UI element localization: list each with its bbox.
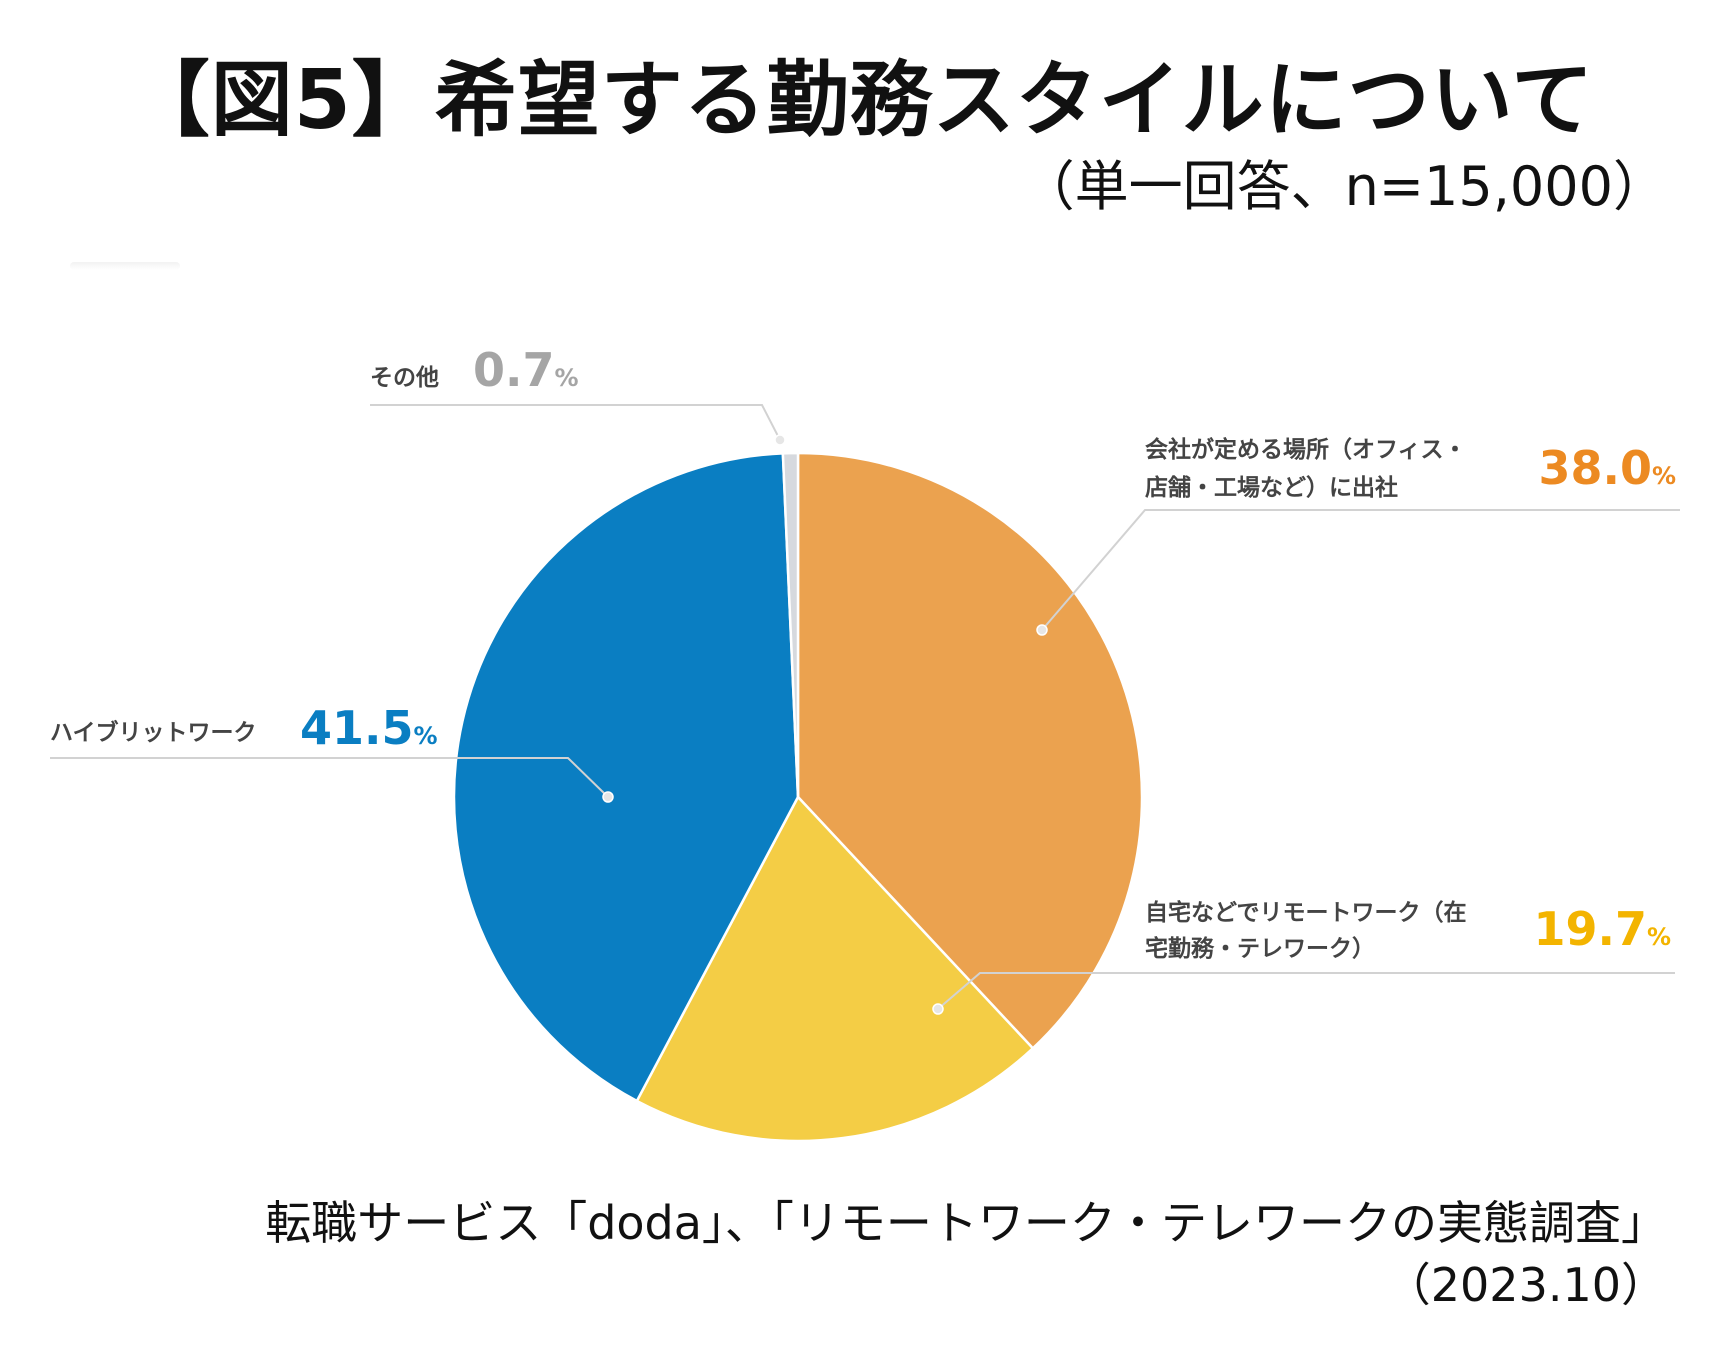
- label-remote-line1: 自宅などでリモートワーク（在: [1145, 899, 1467, 926]
- pie-slice-hybrid: [452, 452, 800, 1103]
- leader-line-other: [370, 404, 781, 441]
- source-citation: 転職サービス「doda」、「リモートワーク・テレワークの実態調査」: [265, 1196, 1667, 1250]
- leader-dot-company: [1036, 624, 1048, 636]
- value-company: 38.0%: [1538, 441, 1676, 495]
- value-hybrid: 41.5%: [300, 701, 438, 755]
- leader-line-remote: [937, 972, 1675, 1010]
- leader-line-company: [1041, 509, 1680, 631]
- value-hybrid-pct: %: [414, 722, 438, 750]
- pie-slices: [452, 451, 1144, 1143]
- leader-line-hybrid: [50, 757, 609, 798]
- pie-slice-company: [796, 451, 1144, 1050]
- leader-dot-other: [774, 434, 786, 446]
- value-remote-pct: %: [1647, 923, 1671, 951]
- value-other-pct: %: [555, 364, 579, 392]
- chart-title: 【図5】希望する勤務スタイルについて: [127, 53, 1595, 148]
- pie-slice-other: [781, 451, 800, 799]
- label-hybrid: ハイブリットワーク: [50, 719, 257, 746]
- value-other-number: 0.7: [473, 343, 555, 397]
- leader-dot-remote: [932, 1003, 944, 1015]
- leader-lines: [50, 404, 1680, 1010]
- value-other: 0.7%: [473, 343, 579, 397]
- value-remote-number: 19.7: [1533, 902, 1647, 956]
- label-other: その他: [370, 365, 439, 391]
- source-date: （2023.10）: [1384, 1258, 1667, 1312]
- label-company-line2: 店舗・工場など）に出社: [1145, 474, 1398, 501]
- leader-dot-hybrid: [602, 791, 614, 803]
- pie-slice-remote: [635, 795, 1035, 1143]
- chart-subtitle: （単一回答、n=15,000）: [1020, 155, 1667, 218]
- value-hybrid-number: 41.5: [300, 701, 414, 755]
- label-company-line1: 会社が定める場所（オフィス・: [1145, 436, 1467, 463]
- value-remote: 19.7%: [1533, 902, 1671, 956]
- label-remote-line2: 宅勤務・テレワーク）: [1145, 935, 1375, 962]
- decorative-shadow: [70, 262, 180, 270]
- value-company-number: 38.0: [1538, 441, 1652, 495]
- value-company-pct: %: [1652, 462, 1676, 490]
